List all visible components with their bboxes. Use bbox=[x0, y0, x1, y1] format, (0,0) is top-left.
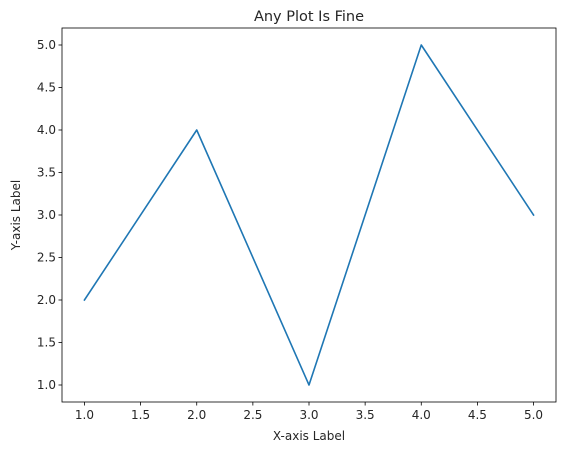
x-tick-label: 3.5 bbox=[356, 408, 375, 422]
y-axis-ticks: 1.0 1.5 2.0 2.5 3.0 3.5 4.0 4.5 5.0 bbox=[37, 38, 62, 392]
x-axis-label: X-axis Label bbox=[273, 429, 345, 443]
chart-title: Any Plot Is Fine bbox=[254, 9, 364, 25]
y-tick-label: 4.0 bbox=[37, 123, 56, 137]
x-tick-label: 1.0 bbox=[75, 408, 94, 422]
x-tick-label: 4.5 bbox=[468, 408, 487, 422]
series-layer bbox=[83, 44, 535, 386]
series-line bbox=[83, 44, 535, 386]
y-tick-label: 1.0 bbox=[37, 378, 56, 392]
y-axis-label: Y-axis Label bbox=[9, 180, 23, 251]
y-tick-label: 2.0 bbox=[37, 293, 56, 307]
x-axis-ticks: 1.0 1.5 2.0 2.5 3.0 3.5 4.0 4.5 5.0 bbox=[75, 402, 543, 422]
x-tick-label: 2.0 bbox=[187, 408, 206, 422]
y-tick-label: 3.5 bbox=[37, 166, 56, 180]
plot-area: 1.0 1.5 2.0 2.5 3.0 3.5 4.0 4.5 5.0 1.0 1.5 2.0 2.5… bbox=[37, 27, 557, 422]
y-tick-label: 1.5 bbox=[37, 336, 56, 350]
y-tick-label: 2.5 bbox=[37, 251, 56, 265]
x-tick-label: 4.0 bbox=[412, 408, 431, 422]
x-tick-label: 3.0 bbox=[299, 408, 318, 422]
y-tick-label: 3.0 bbox=[37, 208, 56, 222]
y-tick-label: 5.0 bbox=[37, 38, 56, 52]
x-tick-label: 5.0 bbox=[524, 408, 543, 422]
y-tick-label: 4.5 bbox=[37, 81, 56, 95]
plot-frame bbox=[61, 27, 557, 403]
x-tick-label: 2.5 bbox=[243, 408, 262, 422]
x-tick-label: 1.5 bbox=[131, 408, 150, 422]
